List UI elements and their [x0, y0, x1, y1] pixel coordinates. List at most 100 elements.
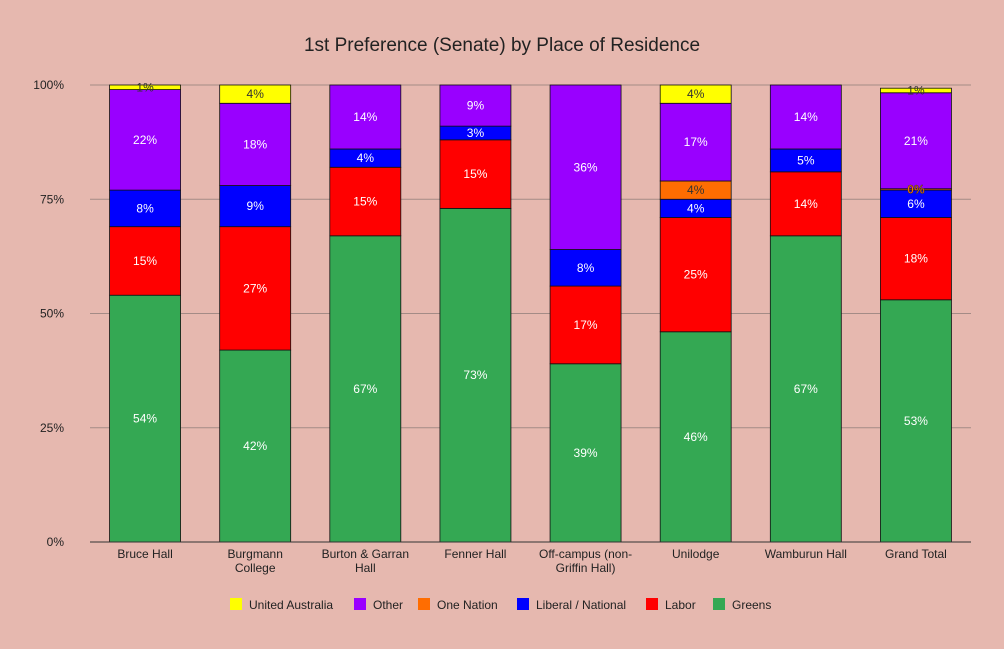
bar-segment-other [109, 89, 181, 191]
data-label-one-nation: 4% [687, 183, 705, 197]
legend-swatch-liberal-national [517, 598, 529, 610]
bar-segment-liberal-national [880, 189, 952, 218]
data-label-other: 14% [794, 110, 818, 124]
legend-label-united-australia: United Australia [249, 598, 333, 612]
legend: United Australia Other One Nation Liberal /… [230, 598, 771, 612]
data-label-labor: 18% [904, 252, 928, 266]
bar-segment-greens [769, 235, 842, 543]
bar-segment-labor [659, 217, 732, 333]
data-label-one-nation: 0% [907, 182, 925, 196]
y-tick-label: 25% [40, 421, 64, 435]
legend-swatch-labor [646, 598, 658, 610]
data-label-united-australia: 1% [136, 80, 154, 94]
bar-segment-united-australia [659, 84, 732, 104]
data-label-liberal-national: 5% [797, 153, 815, 167]
data-label-other: 36% [574, 160, 598, 174]
data-label-other: 21% [904, 134, 928, 148]
data-label-greens: 67% [794, 382, 818, 396]
data-label-labor: 15% [463, 167, 487, 181]
bar-segment-greens [439, 207, 512, 543]
data-label-labor: 15% [133, 254, 157, 268]
legend-label-other: Other [373, 598, 403, 612]
x-tick-label: Wamburun Hall [765, 547, 847, 561]
data-label-greens: 39% [574, 446, 598, 460]
bar-segment-labor [880, 217, 952, 301]
bar-segment-labor [109, 226, 181, 296]
data-label-liberal-national: 3% [467, 126, 485, 140]
bar-segment-labor [219, 226, 292, 351]
legend-swatch-united-australia [230, 598, 242, 610]
bar-segment-greens [549, 363, 622, 543]
x-tick-label: Fenner Hall [444, 547, 506, 561]
data-label-labor: 25% [684, 268, 708, 282]
data-label-greens: 67% [353, 382, 377, 396]
bar-segment-labor [329, 166, 402, 237]
legend-label-labor: Labor [665, 598, 696, 612]
legend-label-liberal-national: Liberal / National [536, 598, 626, 612]
x-tick-label: College [235, 561, 276, 575]
data-label-other: 22% [133, 133, 157, 147]
data-labels: 54% 15% 8% 22% 1% 42% 27% 9% 18% 4% 67% 15% 4% 14% 73%… [133, 80, 928, 460]
data-label-liberal-national: 8% [577, 261, 595, 275]
bar-segment-united-australia [880, 87, 952, 94]
x-tick-label: Griffin Hall) [556, 561, 616, 575]
data-label-liberal-national: 8% [136, 201, 154, 215]
x-tick-label: Unilodge [672, 547, 720, 561]
bar-segment-labor [769, 171, 842, 237]
data-label-other: 18% [243, 137, 267, 151]
data-label-labor: 14% [794, 197, 818, 211]
data-label-greens: 53% [904, 414, 928, 428]
bar-segment-labor [439, 139, 512, 209]
x-tick-label: Hall [355, 561, 376, 575]
legend-label-greens: Greens [732, 598, 771, 612]
data-label-liberal-national: 9% [247, 199, 265, 213]
x-tick-label: Grand Total [885, 547, 947, 561]
bar-segment-other [549, 84, 622, 250]
bar-segment-other [659, 102, 732, 182]
legend-swatch-other [354, 598, 366, 610]
bar-segment-greens [109, 294, 181, 543]
bar-segment-liberal-national [219, 185, 292, 228]
data-label-liberal-national: 6% [907, 197, 925, 211]
data-label-other: 9% [467, 99, 485, 113]
y-tick-label: 75% [40, 192, 64, 206]
x-tick-label: Burgmann [228, 547, 283, 561]
bar-segment-other [219, 102, 292, 186]
y-tick-label: 100% [33, 78, 64, 92]
x-tick-label: Off-campus (non- [539, 547, 632, 561]
x-tick-label: Bruce Hall [117, 547, 172, 561]
data-label-united-australia: 1% [907, 83, 925, 97]
data-label-labor: 17% [574, 318, 598, 332]
y-tick-label: 50% [40, 307, 64, 321]
bars [109, 84, 952, 543]
data-label-liberal-national: 4% [357, 151, 375, 165]
bar-segment-greens [219, 349, 292, 543]
bar-segment-other [880, 92, 952, 190]
bar-segment-other [329, 84, 402, 150]
data-label-united-australia: 4% [687, 87, 705, 101]
data-label-greens: 42% [243, 439, 267, 453]
bar-segment-liberal-national [549, 249, 622, 287]
bar-segment-greens [659, 331, 732, 543]
chart-title: 1st Preference (Senate) by Place of Resi… [304, 35, 700, 56]
data-label-greens: 46% [684, 430, 708, 444]
x-tick-label: Burton & Garran [322, 547, 409, 561]
bar-segment-other [439, 84, 512, 127]
bar-segment-greens [880, 299, 952, 543]
data-label-other: 14% [353, 110, 377, 124]
data-label-other: 17% [684, 135, 708, 149]
data-label-united-australia: 4% [247, 87, 265, 101]
data-label-labor: 15% [353, 195, 377, 209]
y-axis-tick-labels: 0% 25% 50% 75% 100% [33, 78, 64, 549]
y-tick-label: 0% [47, 535, 65, 549]
data-label-greens: 54% [133, 412, 157, 426]
data-label-labor: 27% [243, 281, 267, 295]
bar-segment-united-australia [109, 84, 181, 90]
bar-segment-greens [329, 235, 402, 543]
bar-segment-other [769, 84, 842, 150]
bar-segment-united-australia [219, 84, 292, 104]
data-label-greens: 73% [463, 368, 487, 382]
